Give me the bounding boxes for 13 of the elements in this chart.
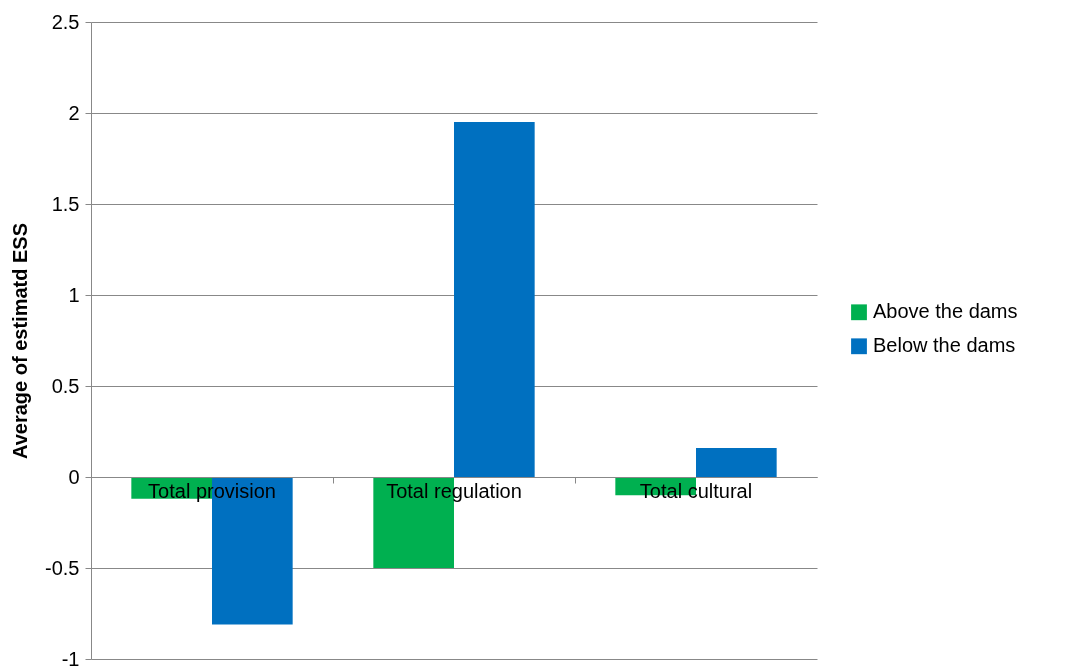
- y-axis-title: Average of estimatd ESS: [9, 222, 32, 460]
- y-tick-label: 2.5: [51, 10, 80, 33]
- bar: [454, 122, 535, 477]
- y-tick-label: -0.5: [45, 556, 80, 579]
- y-tick-label: -1: [61, 647, 80, 666]
- y-tick-label: 2: [68, 101, 80, 124]
- bar: [696, 447, 777, 477]
- legend-label: Above the dams: [873, 300, 1018, 323]
- y-tick-label: 1.5: [51, 192, 80, 215]
- y-tick-label: 0.5: [51, 374, 80, 397]
- y-tick-label: 1: [68, 283, 80, 306]
- y-tick-label: 0: [68, 465, 80, 488]
- legend-label: Below the dams: [873, 334, 1016, 357]
